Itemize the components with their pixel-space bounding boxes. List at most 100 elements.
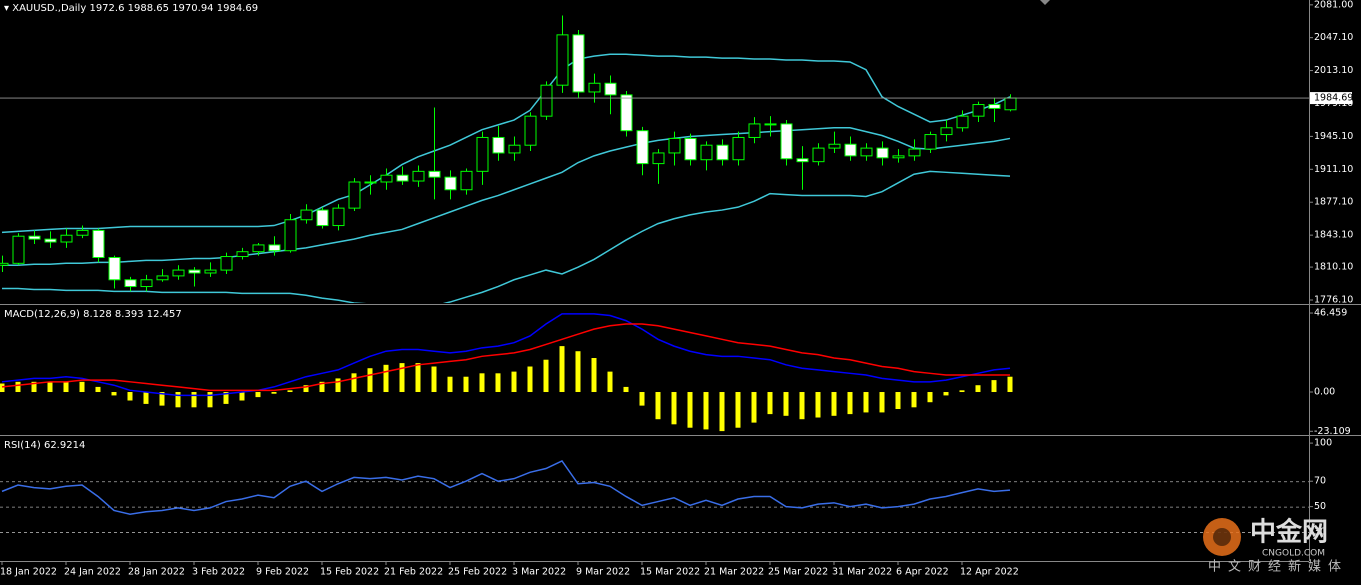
histogram-bar bbox=[207, 392, 213, 408]
histogram-bar bbox=[143, 392, 149, 404]
candle-body bbox=[684, 137, 697, 161]
candle-body bbox=[0, 262, 9, 266]
candle-body bbox=[108, 257, 121, 281]
high: 1988.65 bbox=[128, 3, 169, 14]
histogram-bar bbox=[511, 371, 517, 393]
candle-body bbox=[76, 229, 89, 236]
histogram-bar bbox=[607, 371, 613, 393]
x-tick-label: 9 Feb 2022 bbox=[256, 567, 309, 578]
histogram-bar bbox=[31, 381, 37, 393]
candle-body bbox=[172, 269, 185, 277]
candle-body bbox=[220, 256, 233, 271]
histogram-bar bbox=[943, 392, 949, 396]
candle-body bbox=[188, 269, 201, 274]
y-tick-label: 2013.10 bbox=[1314, 65, 1353, 76]
histogram-bar bbox=[527, 366, 533, 393]
histogram-bar bbox=[0, 383, 5, 393]
y-tick-label: 46.459 bbox=[1314, 308, 1347, 319]
y-tick-label: 1776.10 bbox=[1314, 294, 1353, 305]
candle-body bbox=[540, 84, 553, 117]
candle-body bbox=[636, 130, 649, 165]
rsi-panel bbox=[0, 459, 1309, 533]
close: 1984.69 bbox=[217, 3, 258, 14]
candle-body bbox=[812, 147, 825, 163]
histogram-bar bbox=[479, 373, 485, 393]
bollinger-band bbox=[2, 127, 1011, 266]
x-tick-label: 12 Apr 2022 bbox=[960, 567, 1019, 578]
histogram-bar bbox=[543, 359, 549, 393]
candle-body bbox=[588, 82, 601, 93]
y-tick-label: 100 bbox=[1314, 438, 1332, 449]
watermark: 中金网 CNGOLD.COM 中文财经新媒体 bbox=[1203, 517, 1341, 575]
candle-body bbox=[300, 209, 313, 221]
candle-body bbox=[332, 207, 345, 227]
bollinger-band bbox=[2, 170, 1011, 303]
candle-body bbox=[748, 123, 761, 138]
symbol: XAUUSD.,Daily bbox=[12, 3, 86, 14]
candle-body bbox=[764, 123, 777, 126]
candle-body bbox=[828, 143, 841, 149]
candle-body bbox=[796, 158, 809, 163]
candle-body bbox=[124, 279, 137, 288]
histogram-bar bbox=[239, 392, 245, 401]
histogram-bar bbox=[431, 366, 437, 393]
candle-body bbox=[700, 144, 713, 161]
y-tick-label: 30 bbox=[1314, 527, 1326, 538]
histogram-bar bbox=[623, 386, 629, 393]
histogram-bar bbox=[15, 381, 21, 393]
candle-body bbox=[732, 136, 745, 161]
candle-body bbox=[924, 134, 937, 150]
price-tag bbox=[1310, 92, 1352, 105]
histogram-bar bbox=[175, 392, 181, 408]
x-tick-label: 15 Mar 2022 bbox=[640, 567, 700, 578]
histogram-bar bbox=[111, 392, 117, 396]
histogram-bar bbox=[79, 381, 85, 393]
candle-body bbox=[716, 144, 729, 161]
histogram-bar bbox=[911, 392, 917, 408]
candle-body bbox=[396, 174, 409, 182]
candle-body bbox=[652, 152, 665, 165]
candle-body bbox=[60, 234, 73, 243]
histogram-bar bbox=[319, 381, 325, 393]
histogram-bar bbox=[335, 378, 341, 393]
histogram-bar bbox=[783, 392, 789, 416]
histogram-bar bbox=[63, 381, 69, 393]
candle-body bbox=[620, 94, 633, 132]
candle-body bbox=[844, 143, 857, 157]
open: 1972.6 bbox=[89, 3, 124, 14]
x-tick-label: 25 Feb 2022 bbox=[448, 567, 507, 578]
candle-body bbox=[876, 147, 889, 159]
candle-body bbox=[364, 181, 377, 184]
candle-body bbox=[1004, 97, 1017, 111]
candle-body bbox=[284, 219, 297, 252]
low: 1970.94 bbox=[172, 3, 213, 14]
y-tick-label: 2047.10 bbox=[1314, 32, 1353, 43]
macd-title: MACD(12,26,9) 8.128 8.393 12.457 bbox=[4, 309, 182, 320]
candle-body bbox=[140, 279, 153, 288]
histogram-bar bbox=[671, 392, 677, 425]
histogram-bar bbox=[383, 364, 389, 393]
histogram-bar bbox=[719, 392, 725, 432]
candle-body bbox=[780, 123, 793, 160]
candle-body bbox=[476, 136, 489, 172]
macd-panel bbox=[0, 313, 1013, 432]
histogram-bar bbox=[447, 376, 453, 393]
candle-body bbox=[12, 235, 25, 264]
histogram-bar bbox=[799, 392, 805, 420]
rsi-title: RSI(14) 62.9214 bbox=[4, 440, 85, 451]
candle-body bbox=[556, 34, 569, 86]
candle-body bbox=[268, 244, 281, 252]
candle-body bbox=[348, 181, 361, 209]
x-tick-label: 25 Mar 2022 bbox=[768, 567, 828, 578]
histogram-bar bbox=[559, 346, 565, 393]
shift-marker[interactable] bbox=[1040, 0, 1050, 5]
y-tick-label: 1877.10 bbox=[1314, 197, 1353, 208]
menu-arrow[interactable]: ▾ bbox=[4, 3, 9, 14]
candle-body bbox=[972, 104, 985, 117]
x-tick-label: 24 Jan 2022 bbox=[64, 567, 121, 578]
x-tick-label: 31 Mar 2022 bbox=[832, 567, 892, 578]
histogram-bar bbox=[767, 392, 773, 415]
histogram-bar bbox=[127, 392, 133, 401]
rsi-line bbox=[1, 459, 1011, 516]
candle-body bbox=[460, 170, 473, 191]
